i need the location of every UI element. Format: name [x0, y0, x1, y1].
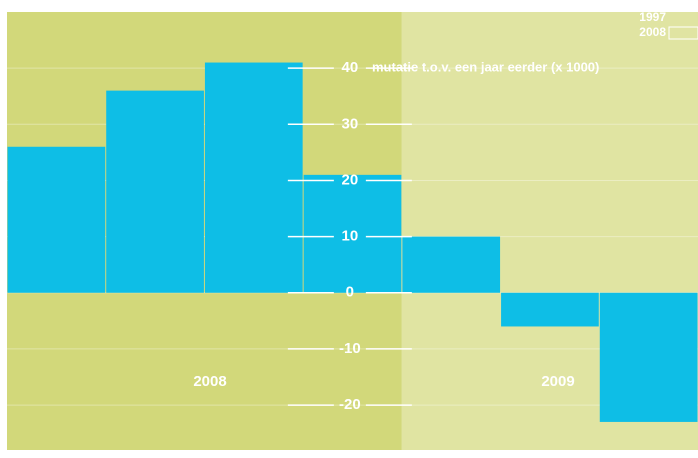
bars	[7, 62, 698, 422]
bar	[106, 90, 204, 293]
bar	[7, 146, 106, 293]
period-label: 2009	[541, 373, 574, 390]
y-tick-label: -10	[339, 340, 361, 357]
y-tick-label: 40	[342, 59, 359, 76]
y-tick-label: 30	[342, 115, 359, 132]
period-label: 2008	[193, 373, 226, 390]
bar	[402, 236, 501, 293]
bar	[501, 292, 599, 327]
axis-title: mutatie t.o.v. een jaar eerder (x 1000)	[372, 59, 599, 74]
bar	[204, 62, 303, 293]
y-tick-label: 0	[346, 284, 354, 301]
axis: -20 -10 0 10 20 30 40	[287, 59, 412, 413]
range-start: 1997	[639, 10, 666, 24]
y-tick-label: 20	[342, 171, 359, 188]
bar	[599, 292, 698, 422]
range-end: 2008	[639, 25, 666, 39]
y-tick-label: -20	[339, 396, 361, 413]
bar	[303, 174, 402, 293]
y-tick-label: 10	[342, 228, 359, 245]
range-box	[668, 26, 698, 40]
